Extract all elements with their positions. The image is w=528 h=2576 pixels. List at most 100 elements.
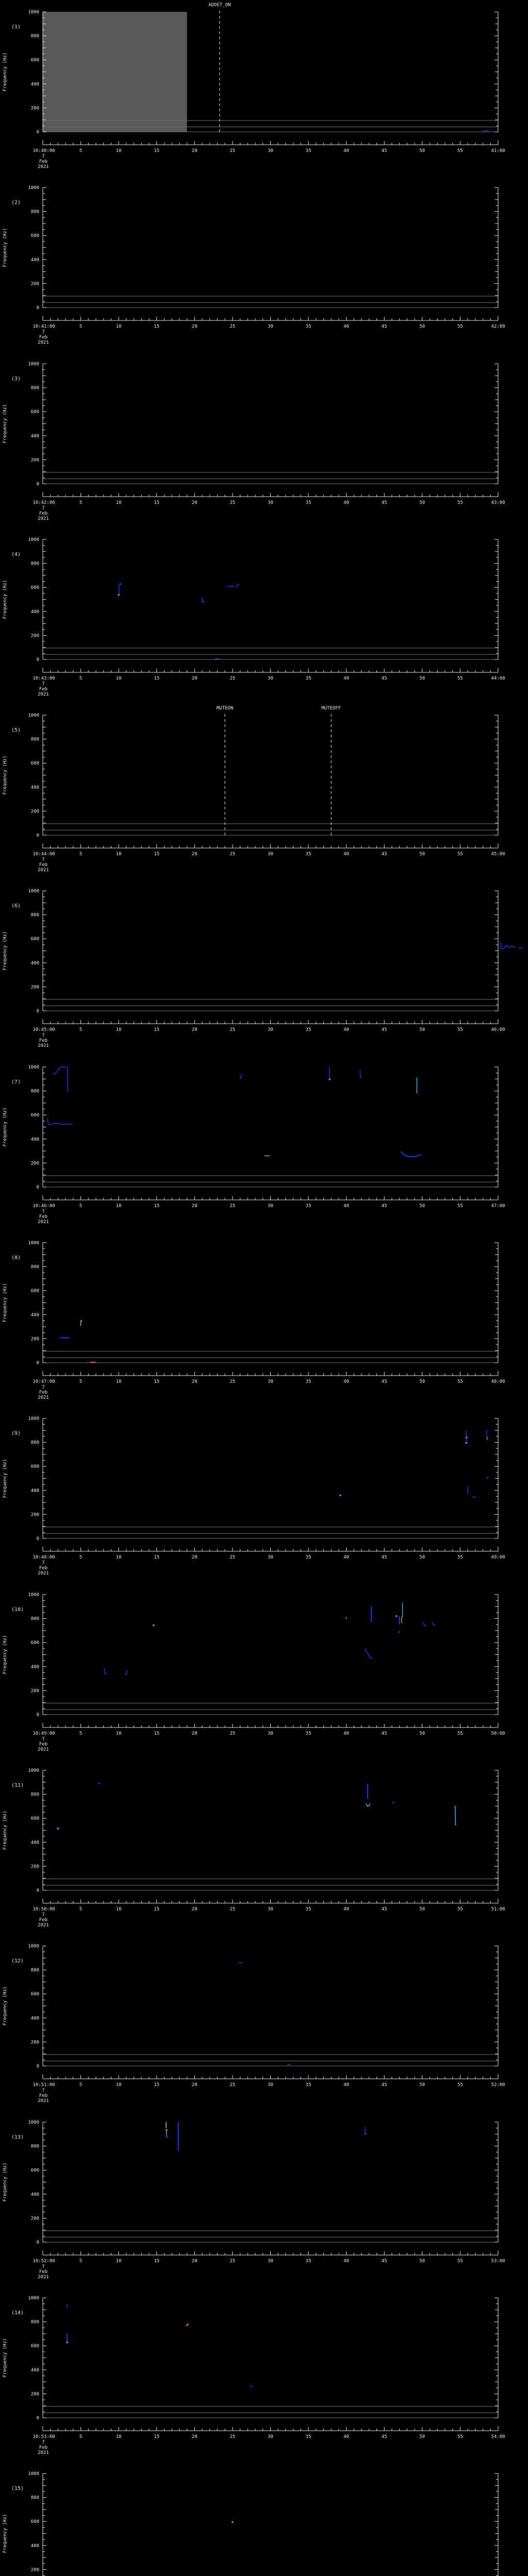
y-axis-title: Frequency (Hz)	[3, 2338, 8, 2377]
panel-tag: (2)	[11, 200, 21, 206]
x-tick-label: 35	[306, 676, 311, 681]
x-end-label: 41:00	[491, 148, 505, 154]
x-tick-label: 25	[229, 2259, 235, 2264]
x-tick-label: 15	[154, 1027, 159, 1032]
x-tick-label: 10	[116, 324, 122, 329]
x-tick-label: 35	[306, 1027, 311, 1032]
x-tick-label: 45	[382, 1204, 387, 1209]
date-line: 7	[42, 2088, 44, 2093]
x-tick-label: 20	[192, 2082, 197, 2088]
x-tick-label: 5	[79, 2434, 82, 2439]
y-tick-label: 600	[31, 1992, 39, 1997]
y-tick-label: 800	[31, 2496, 39, 2501]
panel-tag: (7)	[11, 1079, 21, 1085]
date-line: 7	[42, 2264, 44, 2269]
x-tick-label: 35	[306, 1379, 311, 1384]
x-tick-label: 20	[192, 1555, 197, 1560]
x-tick-label: 40	[343, 676, 349, 681]
y-tick-label: 800	[31, 34, 39, 39]
date-line: 7	[42, 2440, 44, 2445]
spectral-feature	[153, 1624, 155, 1626]
x-tick-label: 45	[382, 1731, 387, 1736]
spectral-feature	[466, 1437, 468, 1439]
date-line: Feb	[39, 511, 47, 516]
y-tick-label: 0	[37, 1361, 39, 1366]
y-axis-title: Frequency (Hz)	[3, 580, 8, 619]
x-tick-label: 10	[116, 2259, 122, 2264]
x-tick-label: 55	[457, 1907, 463, 1912]
x-tick-label: 20	[192, 500, 197, 505]
event-label: ADDET_ON	[208, 3, 230, 8]
x-tick-label: 55	[457, 1379, 463, 1384]
y-tick-label: 1000	[28, 2471, 39, 2477]
spectrogram-panel-4: 0 200 400 600 800 1000 (4) Frequency (Hz) 10:43:…	[3, 537, 505, 697]
x-tick-label: 20	[192, 148, 197, 154]
y-axis-title: Frequency (Hz)	[3, 53, 8, 92]
date-line: 7	[42, 1385, 44, 1390]
spectral-feature	[104, 1668, 107, 1674]
x-tick-label: 35	[306, 2259, 311, 2264]
x-tick-label: 35	[306, 324, 311, 329]
y-tick-label: 0	[37, 306, 39, 311]
y-tick-label: 400	[31, 609, 39, 615]
panel-tag: (3)	[11, 376, 21, 382]
spectral-feature	[399, 1631, 401, 1633]
x-tick-label: 25	[229, 1027, 235, 1032]
x-tick-label: 55	[457, 1731, 463, 1736]
x-tick-label: 15	[154, 324, 159, 329]
panel-tag: (12)	[11, 1958, 24, 1964]
y-axis-title: Frequency (Hz)	[3, 2162, 8, 2201]
x-tick-label: 30	[268, 1204, 273, 1209]
x-tick-label: 50	[419, 1027, 425, 1032]
y-tick-label: 600	[31, 2344, 39, 2349]
y-tick-label: 400	[31, 1840, 39, 1845]
spectrogram-panel-14: 0 200 400 600 800 1000 (14) Frequency (Hz) 10:53…	[3, 2296, 505, 2455]
y-tick-label: 600	[31, 233, 39, 239]
y-tick-label: 800	[31, 1616, 39, 1621]
y-tick-label: 600	[31, 1465, 39, 1470]
y-tick-label: 0	[37, 1713, 39, 1718]
y-tick-label: 600	[31, 58, 39, 63]
x-tick-label: 55	[457, 2082, 463, 2088]
x-tick-label: 20	[192, 1379, 197, 1384]
x-tick-label: 35	[306, 500, 311, 505]
x-tick-label: 45	[382, 2082, 387, 2088]
x-end-label: 52:00	[491, 2082, 505, 2088]
x-start-label: 10:47:00	[32, 1379, 55, 1384]
x-tick-label: 40	[343, 1379, 349, 1384]
x-end-label: 45:00	[491, 852, 505, 857]
x-tick-label: 45	[382, 500, 387, 505]
y-tick-label: 0	[37, 833, 39, 838]
date-line: 2021	[38, 1923, 49, 1928]
y-tick-label: 0	[37, 130, 39, 135]
y-axis-title: Frequency (Hz)	[3, 1635, 8, 1674]
x-tick-label: 40	[343, 1731, 349, 1736]
x-tick-label: 5	[79, 2082, 82, 2088]
x-tick-label: 50	[419, 1731, 425, 1736]
y-tick-label: 800	[31, 737, 39, 742]
x-tick-label: 55	[457, 500, 463, 505]
x-tick-label: 5	[79, 852, 82, 857]
x-tick-label: 40	[343, 1027, 349, 1032]
spectral-feature	[239, 1074, 242, 1079]
spectral-feature	[250, 2385, 253, 2388]
x-tick-label: 45	[382, 2434, 387, 2439]
spectrogram-panel-12: 0 200 400 600 800 1000 (12) Frequency (Hz) 10:51…	[3, 1944, 505, 2104]
spectrogram-panel-1: 0 200 400 600 800 1000 (1) Frequency (Hz) 10:40:…	[3, 3, 505, 170]
y-tick-label: 600	[31, 761, 39, 766]
x-tick-label: 45	[382, 324, 387, 329]
y-tick-label: 200	[31, 2040, 39, 2045]
x-start-label: 10:44:00	[32, 852, 55, 857]
x-tick-label: 35	[306, 1204, 311, 1209]
x-tick-label: 25	[229, 500, 235, 505]
x-end-label: 46:00	[491, 1027, 505, 1032]
x-tick-label: 35	[306, 2082, 311, 2088]
x-tick-label: 40	[343, 148, 349, 154]
spectrogram-panel-13: 0 200 400 600 800 1000 (13) Frequency (Hz) 10:52…	[3, 2120, 505, 2280]
x-tick-label: 45	[382, 852, 387, 857]
x-tick-label: 20	[192, 1204, 197, 1209]
x-end-label: 42:00	[491, 324, 505, 329]
x-end-label: 51:00	[491, 1907, 505, 1912]
